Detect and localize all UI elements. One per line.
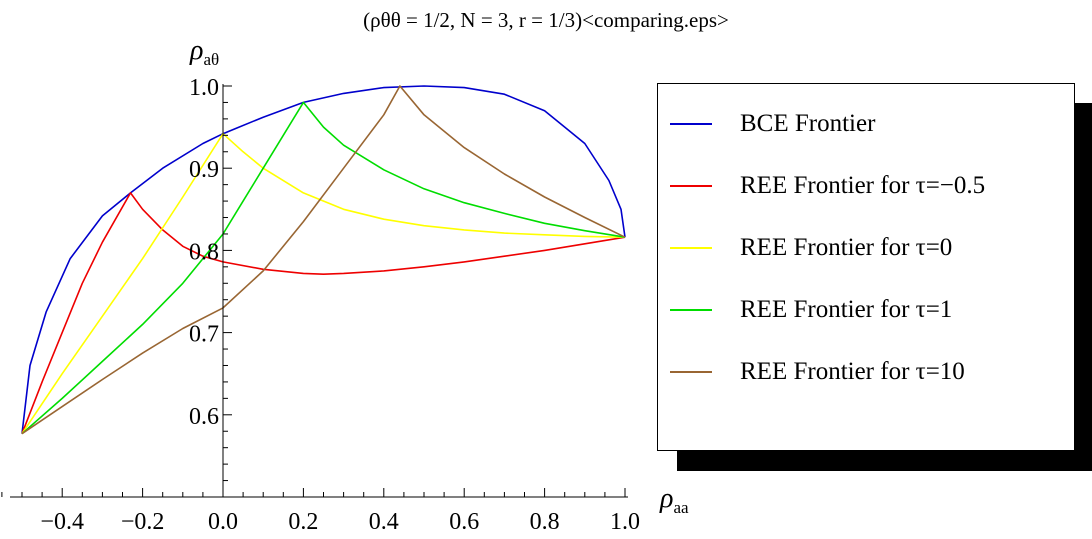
x-tick-label: 0.8 [530,509,560,535]
x-tick-label: −0.2 [121,509,165,535]
chart-title: (ρθθ = 1/2, N = 3, r = 1/3)<comparing.ep… [363,8,729,32]
legend-swatch [670,123,712,125]
series-lines [21,85,626,435]
x-tick-label: 0.0 [208,509,238,535]
y-tick-label: 0.9 [189,157,219,183]
series-line-2 [21,132,626,435]
x-tick-label: −0.4 [40,509,84,535]
y-tick-label: 0.7 [189,322,219,348]
legend-item: REE Frontier for τ=1 [658,290,952,330]
x-tick-label: 1.0 [610,509,640,535]
axes: −0.4 −0.2 0.0 0.2 0.4 0.6 0.8 1.0 0.6 0.7 0.8 0.9 1.… [1,75,640,535]
legend-swatch [670,185,712,187]
x-tick-label: 0.6 [449,509,479,535]
y-axis-label-symbol: ρ [189,35,203,66]
legend-label: REE Frontier for τ=1 [740,296,953,323]
x-axis-label: ρaa [659,483,689,517]
legend-item: BCE Frontier [658,104,875,144]
x-tick-label: 0.2 [288,509,318,535]
series-line-4 [21,85,626,435]
y-tick-label: 1.0 [189,75,219,101]
legend-swatch [670,371,712,373]
y-tick-label: 0.8 [189,239,219,265]
series-line-0 [21,85,626,434]
legend-swatch [670,247,712,249]
y-axis-label: ρaθ [189,35,219,69]
legend-item: REE Frontier for τ=−0.5 [658,166,985,206]
legend-swatch [670,309,712,311]
legend-item: REE Frontier for τ=10 [658,352,965,392]
x-axis-label-subscript: aa [673,498,689,517]
legend-label: REE Frontier for τ=0 [740,234,953,261]
series-line-1 [21,192,626,434]
x-axis-label-symbol: ρ [659,483,673,514]
legend-item: REE Frontier for τ=0 [658,228,952,268]
y-tick-label: 0.6 [189,404,219,430]
legend: BCE Frontier REE Frontier for τ=−0.5 REE F… [657,83,1075,451]
x-tick-label: 0.4 [369,509,399,535]
legend-label: REE Frontier for τ=10 [740,358,965,385]
y-axis-label-subscript: aθ [203,50,219,69]
series-line-3 [21,101,626,435]
legend-label: BCE Frontier [740,110,876,137]
legend-label: REE Frontier for τ=−0.5 [740,172,986,199]
